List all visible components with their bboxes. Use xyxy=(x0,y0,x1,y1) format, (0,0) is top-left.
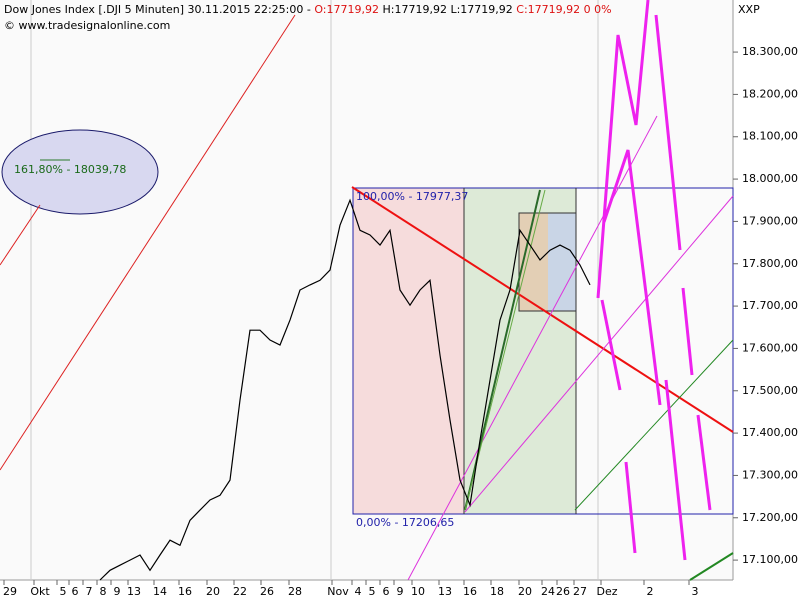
x-tick-label: 14 xyxy=(153,585,167,598)
y-tick-label: 17.900,00 xyxy=(742,214,798,227)
zone xyxy=(548,213,576,311)
annotation: 161,80% - 18039,78 xyxy=(14,163,126,176)
x-tick-label: 3 xyxy=(692,585,699,598)
x-tick-label: 28 xyxy=(288,585,302,598)
projection-line xyxy=(664,379,687,561)
trend-line xyxy=(464,189,546,511)
projection-line xyxy=(600,299,622,391)
x-tick-label: 22 xyxy=(233,585,247,598)
y-tick-label: 18.100,00 xyxy=(742,130,798,143)
header: Dow Jones Index [.DJI 5 Minuten] 30.11.2… xyxy=(4,3,612,16)
x-tick-label: 4 xyxy=(355,585,362,598)
x-tick-label: 7 xyxy=(86,585,93,598)
ellipse xyxy=(1,129,159,215)
x-tick-label: 24 xyxy=(541,585,555,598)
trend-line xyxy=(407,115,658,581)
x-tick-label: 10 xyxy=(411,585,425,598)
x-tick-label: 27 xyxy=(573,585,587,598)
x-tick-label: 5 xyxy=(60,585,67,598)
x-tick-label: 29 xyxy=(3,585,17,598)
x-tick-label: 16 xyxy=(463,585,477,598)
x-tick-label: Okt xyxy=(30,585,50,598)
price-line xyxy=(99,198,591,581)
x-tick-label: 16 xyxy=(178,585,192,598)
projection-line xyxy=(696,414,712,511)
x-tick-label: 26 xyxy=(260,585,274,598)
trend-line xyxy=(0,204,41,266)
y-tick-label: 17.700,00 xyxy=(742,299,798,312)
header-instrument: Dow Jones Index [.DJI 5 Minuten] 30.11.2… xyxy=(4,3,311,16)
projection-line xyxy=(681,287,694,376)
trend-line xyxy=(351,186,734,433)
annotation: 100,00% - 17977,37 xyxy=(356,190,468,203)
y-tick-label: 17.600,00 xyxy=(742,341,798,354)
header-open: O:17719,92 xyxy=(314,3,379,16)
x-tick-label: 8 xyxy=(100,585,107,598)
x-tick-label: 9 xyxy=(114,585,121,598)
x-tick-label: 13 xyxy=(438,585,452,598)
projection-line xyxy=(654,14,682,251)
x-tick-label: 2 xyxy=(647,585,654,598)
x-tick-label: 13 xyxy=(127,585,141,598)
projection-line xyxy=(602,149,662,406)
y-tick-label: 17.200,00 xyxy=(742,511,798,524)
x-tick-label: Dez xyxy=(596,585,617,598)
y-tick-label: 17.800,00 xyxy=(742,257,798,270)
x-tick-label: 18 xyxy=(490,585,504,598)
projection xyxy=(596,0,712,561)
y-tick-label: 18.200,00 xyxy=(742,87,798,100)
y-tick-label: 17.100,00 xyxy=(742,553,798,566)
trend-line xyxy=(0,14,296,471)
projection-line xyxy=(624,461,637,554)
header-close: C:17719,92 0 0% xyxy=(516,3,611,16)
x-tick-label: Nov xyxy=(327,585,349,598)
zone xyxy=(353,188,464,514)
axis-title: XXP xyxy=(738,3,760,16)
trend-line xyxy=(689,552,734,581)
y-tick-label: 17.400,00 xyxy=(742,426,798,439)
y-tick-label: 18.300,00 xyxy=(742,45,798,58)
x-tick-label: 20 xyxy=(206,585,220,598)
trend-line xyxy=(464,195,734,513)
x-tick-label: 6 xyxy=(72,585,79,598)
copyright: © www.tradesignalonline.com xyxy=(4,19,170,32)
x-tick-label: 5 xyxy=(369,585,376,598)
x-tick-label: 6 xyxy=(383,585,390,598)
x-tick-label: 20 xyxy=(518,585,532,598)
header-high-low: H:17719,92 L:17719,92 xyxy=(383,3,513,16)
y-tick-label: 18.000,00 xyxy=(742,172,798,185)
y-tick-label: 17.300,00 xyxy=(742,468,798,481)
trend-line xyxy=(574,339,734,511)
y-tick-label: 17.500,00 xyxy=(742,384,798,397)
annotation: 0,00% - 17206,65 xyxy=(356,516,454,529)
x-tick-label: 9 xyxy=(397,585,404,598)
x-tick-label: 26 xyxy=(556,585,570,598)
axis-area xyxy=(733,0,800,600)
projection-line xyxy=(596,0,650,299)
fib-box xyxy=(352,187,734,515)
